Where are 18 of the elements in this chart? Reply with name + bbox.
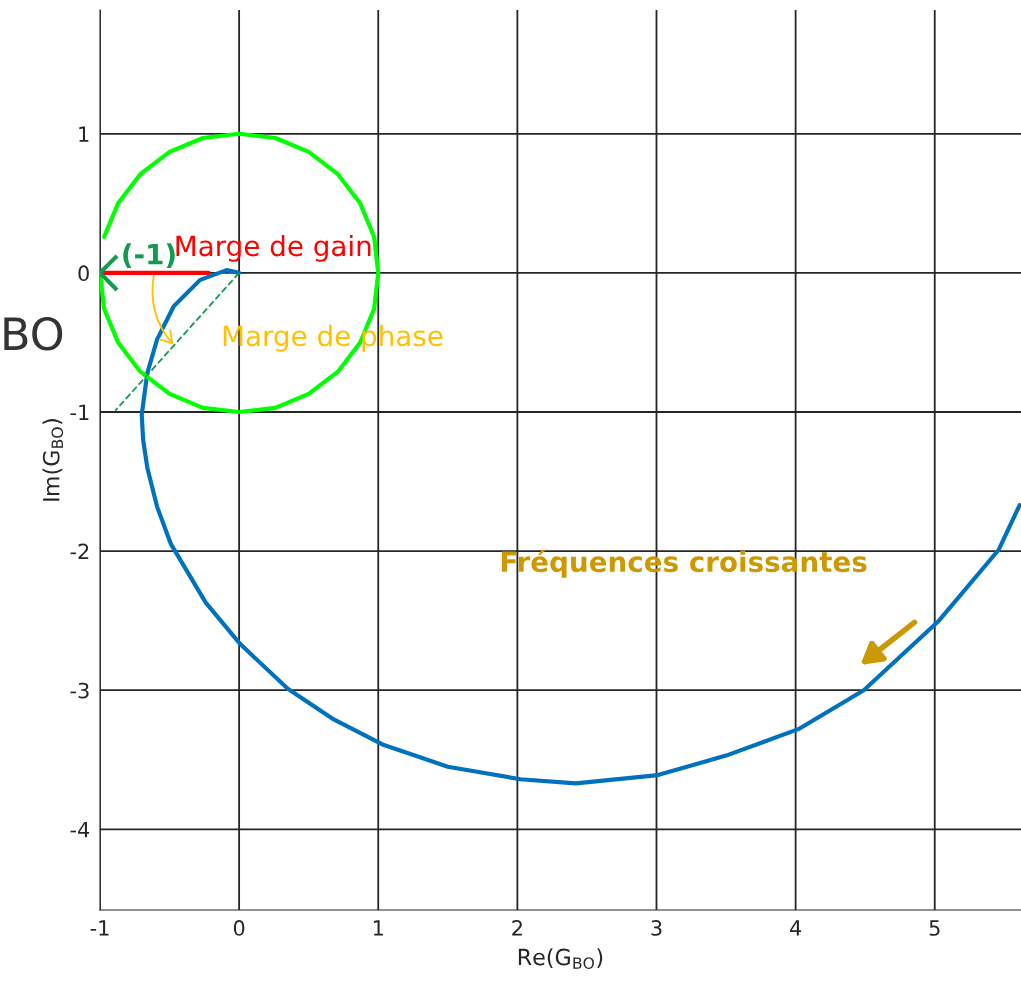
text: BO (4, 316, 63, 351)
x-tick-label: 2 (512, 920, 522, 936)
x-tick-label: 5 (929, 920, 940, 936)
x-tick-label: 3 (651, 920, 662, 936)
y-tick-label: 0 (78, 265, 89, 282)
y-tick-label: 1 (79, 126, 89, 142)
x-tick-label: -1 (90, 920, 109, 936)
x-tick-label: 1 (373, 920, 383, 936)
x-tick-label: 4 (790, 920, 802, 936)
line-series (139, 268, 1021, 786)
annotation: (-1) (123, 243, 175, 269)
y-tick-label: -4 (70, 822, 90, 838)
y-tick-label: -3 (70, 682, 89, 699)
y-tick-label: -1 (70, 404, 89, 420)
x-tick-label: 0 (233, 920, 245, 936)
x-axis-title: Re(G$_{BO}$) (518, 948, 603, 969)
y-axis-title: Im(G$_{BO}$) (42, 419, 64, 501)
y-tick-label: -2 (70, 543, 89, 560)
